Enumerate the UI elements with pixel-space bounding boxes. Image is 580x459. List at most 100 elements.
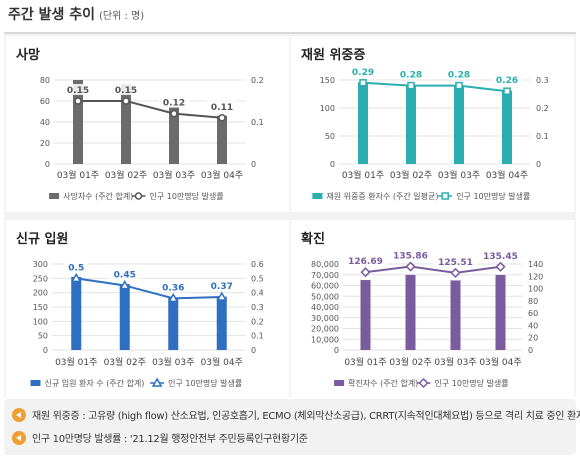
y-left-tick-label: 200 — [33, 289, 48, 298]
legend-marker — [418, 377, 429, 389]
category-label: 03월 04주 — [201, 169, 243, 181]
bar — [216, 296, 227, 350]
y-left-tick-label: 150 — [320, 76, 335, 85]
y-left-tick-label: 0 — [45, 160, 50, 169]
data-label-bg — [443, 68, 475, 80]
category-label: 03월 03주 — [434, 356, 476, 368]
bar — [119, 284, 130, 350]
y-right-tick-label: 0.5 — [251, 274, 264, 283]
data-point — [495, 261, 506, 272]
page-header: 주간 발생 추이 (단위 : 명) — [8, 4, 144, 26]
data-label-bg — [64, 261, 89, 273]
footnote-text: 재원 위중증 : 고유량 (high flow) 산소요법, 인공호흡기, EC… — [32, 411, 580, 422]
legend-swatch-bar — [30, 380, 41, 386]
data-point — [170, 109, 178, 118]
legend-label: 사망자수 (주간 합계) — [63, 191, 133, 201]
category-label: 03월 01주 — [57, 169, 99, 181]
legend-swatch-bar — [49, 193, 60, 199]
footnote: 인구 10만명당 발생률 : '21.12월 행정안전부 주민등록인구현황기준 — [12, 430, 308, 445]
y-right-tick-label: 20 — [528, 334, 538, 343]
data-label: 0.29 — [352, 68, 374, 78]
series-line — [78, 100, 223, 119]
chart-panel-confirmed: 확진 0 10,000 20,000 30,000 40,000 50,000 60,000… — [291, 220, 574, 397]
data-label-bg — [347, 65, 379, 77]
data-label: 0.45 — [114, 271, 136, 281]
data-point — [218, 114, 226, 122]
data-label: 0.28 — [400, 71, 422, 81]
y-left-tick-label: 0 — [334, 346, 339, 355]
data-label: 0.5 — [68, 263, 84, 273]
y-left-tick-label: 80 — [40, 76, 50, 85]
chart-title: 재원 위중증 — [301, 48, 366, 63]
series-line — [362, 81, 508, 93]
category-label: 03월 02주 — [390, 169, 432, 181]
data-label-bg — [157, 281, 189, 293]
y-left-tick-label: 250 — [33, 274, 48, 283]
chart-panel-critical: 재원 위중증 0 50 100 150 0 0.1 0.2 0.3 03월 01주 03월 02주… — [291, 36, 574, 212]
legend-marker — [151, 377, 163, 387]
bar — [454, 86, 464, 164]
bar — [358, 82, 368, 164]
footnote: 재원 위중증 : 고유량 (high flow) 산소요법, 인공호흡기, EC… — [12, 407, 580, 422]
data-label: 0.36 — [162, 283, 184, 293]
y-right-tick-label: 140 — [528, 260, 543, 269]
data-label-bg — [110, 84, 142, 95]
category-label: 03월 01주 — [342, 169, 384, 181]
y-right-tick-label: 0.4 — [251, 289, 264, 298]
y-right-tick-label: 0.3 — [251, 303, 264, 312]
y-right-tick-label: 0 — [536, 160, 541, 169]
chart-title: 신규 입원 — [16, 232, 69, 247]
bar — [495, 274, 506, 350]
bar — [360, 280, 371, 350]
legend-label: 인구 10만명당 발생률 — [456, 191, 530, 201]
data-label: 0.12 — [163, 99, 185, 109]
y-left-tick-label: 300 — [33, 260, 48, 269]
y-right-tick-label: 40 — [528, 321, 538, 330]
category-label: 03월 02주 — [389, 356, 431, 368]
bar — [73, 80, 83, 164]
data-label-bg — [109, 268, 141, 280]
bar — [217, 115, 227, 164]
y-right-tick-label: 120 — [528, 272, 543, 281]
y-right-tick-label: 0.2 — [536, 104, 549, 113]
chart-title: 사망 — [16, 48, 40, 63]
data-label: 0.28 — [448, 71, 470, 81]
category-label: 03월 04주 — [486, 169, 528, 181]
y-left-tick-label: 30,000 — [311, 314, 339, 323]
data-point — [70, 272, 82, 283]
legend-marker — [441, 192, 449, 200]
y-left-tick-label: 50 — [38, 332, 48, 341]
data-point — [359, 79, 367, 87]
y-right-tick-label: 0.6 — [251, 260, 264, 269]
legend-label: 확진자수 (주간 합계) — [348, 378, 418, 388]
data-label-bg — [433, 255, 478, 267]
y-left-tick-label: 100 — [320, 104, 335, 113]
y-right-tick-label: 60 — [528, 309, 538, 318]
y-left-tick-label: 60,000 — [311, 282, 339, 291]
data-label-bg — [478, 249, 523, 261]
data-point — [407, 81, 415, 90]
legend-label: 신규 입원 환자 수 (주간 합계) — [45, 378, 145, 388]
data-point — [455, 81, 463, 90]
y-left-tick-label: 0 — [330, 160, 335, 169]
legend-swatch-bar — [312, 193, 323, 199]
data-label-bg — [206, 279, 238, 291]
y-right-tick-label: 0.2 — [251, 76, 264, 85]
speaker-icon — [12, 430, 26, 445]
data-point — [167, 292, 179, 303]
bar — [502, 90, 512, 164]
data-point — [74, 97, 82, 105]
legend-label: 인구 10만명당 발생률 — [435, 378, 509, 388]
bar — [168, 297, 179, 350]
bar — [450, 280, 461, 350]
data-point — [119, 279, 131, 290]
series-line — [365, 265, 501, 274]
y-right-tick-label: 0.2 — [251, 317, 264, 326]
y-right-tick-label: 80 — [528, 297, 538, 306]
footnotes: 재원 위중증 : 고유량 (high flow) 산소요법, 인공호흡기, EC… — [4, 399, 580, 455]
legend-label: 재원 위중증 환자수 (주간 일평균) — [326, 191, 438, 201]
data-label: 125.51 — [438, 258, 473, 268]
charts-frame: 사망 0 20 40 60 80 0 0.1 0.2 03월 01주 03월 02주 03월 03주… — [4, 32, 576, 397]
critical-chart: 0 50 100 150 0 0.1 0.2 0.3 03월 01주 03월 02주 03월 03주… — [312, 65, 549, 201]
